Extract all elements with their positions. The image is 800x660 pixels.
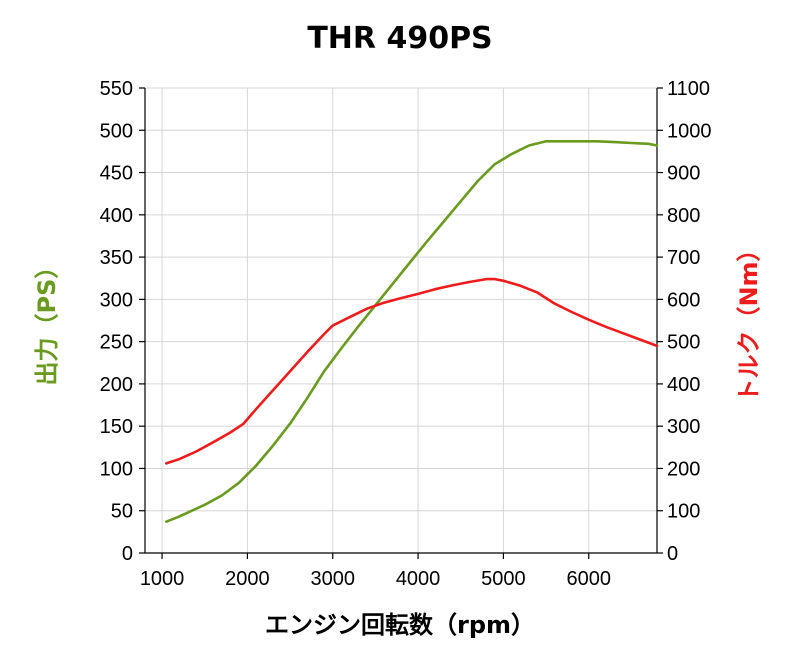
axes-layer: [139, 87, 663, 559]
y-left-tick-label: 200: [100, 374, 133, 396]
grid-layer: [145, 87, 657, 553]
y-right-tick-label: 1100: [667, 78, 710, 100]
chart-title: THR 490PS: [307, 21, 492, 56]
y-left-tick-label: 350: [100, 247, 133, 269]
y-left-tick-label: 250: [100, 332, 133, 354]
y-right-tick-label: 600: [667, 289, 700, 311]
y-right-tick-label: 200: [667, 458, 700, 480]
x-tick-label: 1000: [140, 568, 185, 590]
x-tick-label: 6000: [566, 568, 611, 590]
y-left-tick-label: 50: [111, 501, 133, 523]
y-axis-left-label: 出力（PS）: [33, 255, 61, 386]
y-right-tick-label: 1000: [667, 120, 712, 142]
torque-series-line: [165, 277, 659, 465]
y-right-tick-label: 300: [667, 416, 700, 438]
y-left-tick-label: 500: [100, 120, 133, 142]
y-right-tick-label: 500: [667, 332, 700, 354]
y-right-tick-label: 100: [667, 501, 700, 523]
y-axis-right-label: トルク（Nm）: [735, 237, 763, 402]
y-left-tick-label: 150: [100, 416, 133, 438]
x-tick-label: 2000: [225, 568, 270, 590]
power-series-line: [165, 140, 659, 524]
series-layer: [165, 140, 659, 524]
y-right-tick-label: 900: [667, 163, 700, 185]
y-left-tick-label: 550: [100, 78, 133, 100]
tick-labels-layer: 0 50 100 150 200 250 300 350 400 450 500 550 0 100 200…: [100, 78, 712, 590]
y-left-tick-label: 0: [122, 543, 133, 565]
y-left-tick-label: 400: [100, 205, 133, 227]
x-tick-label: 4000: [396, 568, 441, 590]
x-axis-label: エンジン回転数（rpm）: [265, 611, 535, 639]
y-right-tick-label: 0: [667, 543, 678, 565]
y-left-tick-label: 450: [100, 163, 133, 185]
y-left-tick-label: 100: [100, 458, 133, 480]
x-tick-label: 3000: [310, 568, 355, 590]
y-left-tick-label: 300: [100, 289, 133, 311]
y-right-tick-label: 400: [667, 374, 700, 396]
y-right-tick-label: 800: [667, 205, 700, 227]
y-right-tick-label: 700: [667, 247, 700, 269]
x-tick-label: 5000: [481, 568, 526, 590]
